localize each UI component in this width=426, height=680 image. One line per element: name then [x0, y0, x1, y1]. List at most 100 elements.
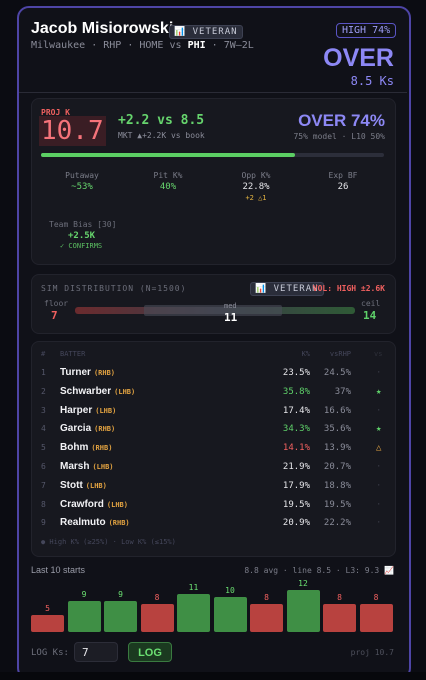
floor: 7 — [51, 309, 58, 322]
batter: Schwarber (LHB) — [60, 386, 135, 397]
column-header: K% — [301, 350, 310, 358]
start-label: 9 — [118, 589, 123, 599]
batter-name: Garcia — [60, 423, 92, 435]
row-order: 3 — [41, 405, 46, 415]
k-pct: 23.5% — [282, 368, 310, 378]
batter-hand: (LHB) — [114, 387, 136, 396]
flag: · — [376, 368, 382, 378]
row-order: 1 — [41, 368, 46, 377]
row-order: 5 — [41, 443, 46, 453]
start-label: 9 — [81, 589, 87, 599]
vs-rhp: 35.6% — [323, 424, 351, 435]
team-bias-note: ✓ CONFIRMS — [60, 242, 103, 250]
batter-hand: (RHB) — [108, 519, 130, 528]
k-pct: 14.1% — [282, 443, 310, 454]
lineup-legend: ● High K% (≥25%) · Low K% (≤15%) — [41, 538, 176, 546]
iqr — [144, 305, 282, 316]
stat-value: ~53% — [71, 182, 93, 192]
hand: RHP — [103, 40, 122, 51]
log-input[interactable]: 7 — [74, 642, 118, 662]
ceil: 14 — [363, 309, 377, 322]
k-pct: 35.8% — [282, 386, 310, 397]
batter: Realmuto (RHB) — [60, 517, 130, 528]
team-bias-label: Team Bias [30] — [49, 220, 117, 229]
log-button[interactable]: LOG — [128, 642, 172, 662]
batter: Stott (LHB) — [60, 480, 107, 491]
row-order: 8 — [41, 499, 46, 509]
batter-name: Bohm — [60, 442, 89, 454]
start-label: 8 — [337, 593, 342, 602]
batter-name: Harper — [60, 404, 93, 416]
start-label: 8 — [373, 593, 379, 602]
opponent: PHI — [187, 40, 206, 51]
median: 11 — [224, 311, 238, 324]
batter-hand: (RHB) — [93, 369, 116, 377]
log-proj: proj 10.7 — [350, 648, 394, 657]
start-bar — [67, 600, 101, 632]
divider — [19, 92, 407, 93]
batter: Harper (LHB) — [60, 405, 116, 416]
start-label: 5 — [45, 603, 50, 613]
edge: +2.2 vs 8.5 — [118, 113, 205, 128]
flag: △ — [376, 443, 382, 454]
progress-track — [41, 153, 384, 157]
row-order: 7 — [41, 480, 46, 490]
batter-name: Realmuto — [60, 517, 106, 529]
line: 8.5 Ks — [350, 74, 394, 88]
column-header: vsRHP — [329, 350, 351, 358]
batter: Crawford (LHB) — [60, 499, 128, 510]
stat-label: Opp K% — [241, 171, 271, 180]
sim-badge: 📊 VETERAN — [250, 282, 324, 296]
start-bar — [286, 590, 320, 632]
stat-label: Pit K% — [153, 171, 183, 180]
team: Milwaukee — [31, 40, 86, 51]
badge-text: VETERAN — [192, 27, 238, 37]
nav-bar — [0, 672, 426, 680]
column-header: BATTER — [60, 350, 86, 358]
start-bar — [250, 604, 283, 632]
proj-value: 10.7 — [39, 116, 106, 146]
column-header: vs — [374, 350, 383, 358]
vs-rhp: 37% — [334, 386, 351, 397]
progress-fill — [41, 153, 295, 157]
start-label: 12 — [298, 579, 308, 588]
k-pct: 21.9% — [282, 462, 310, 472]
start-label: 11 — [188, 582, 199, 592]
k-pct: 17.4% — [282, 405, 310, 416]
stat-note: +2 △1 — [245, 194, 267, 202]
proj-detail: 75% model · L10 50% — [293, 132, 385, 141]
start-bar — [31, 614, 64, 632]
k-pct: 19.5% — [282, 499, 310, 510]
sim-badge-text: VETERAN — [273, 284, 319, 294]
batter: Turner (RHB) — [60, 367, 115, 378]
start-bar — [213, 597, 247, 632]
pitcher-name: Jacob Misiorowski — [31, 20, 174, 37]
column-header: # — [41, 350, 46, 358]
start-bar — [177, 593, 210, 632]
batter: Marsh (LHB) — [60, 461, 114, 472]
batter-name: Turner — [60, 367, 91, 378]
batter-hand: (LHB) — [85, 481, 107, 490]
sim-card — [31, 274, 396, 334]
flag: · — [376, 462, 382, 472]
flag: · — [376, 518, 382, 529]
stat-value: 40% — [159, 182, 177, 192]
batter-hand: (LHB) — [106, 500, 128, 509]
start-bar — [323, 604, 356, 632]
flag: · — [376, 499, 382, 510]
batter-hand: (LHB) — [92, 463, 114, 471]
team-bias-value: +2.5K — [68, 231, 96, 241]
batter: Bohm (RHB) — [60, 442, 112, 453]
start-bar — [359, 604, 393, 632]
stat-value: 26 — [337, 182, 349, 192]
k-pct: 17.9% — [282, 480, 310, 491]
flag: · — [376, 480, 382, 491]
batter-name: Stott — [60, 479, 83, 491]
flag: · — [376, 405, 382, 416]
start-label: 10 — [225, 586, 235, 595]
log-label: LOG Ks: — [31, 648, 69, 658]
row-order: 4 — [41, 424, 46, 434]
median-label: med — [224, 302, 237, 310]
floor-label: floor — [44, 299, 69, 308]
k-pct: 20.9% — [282, 518, 310, 529]
